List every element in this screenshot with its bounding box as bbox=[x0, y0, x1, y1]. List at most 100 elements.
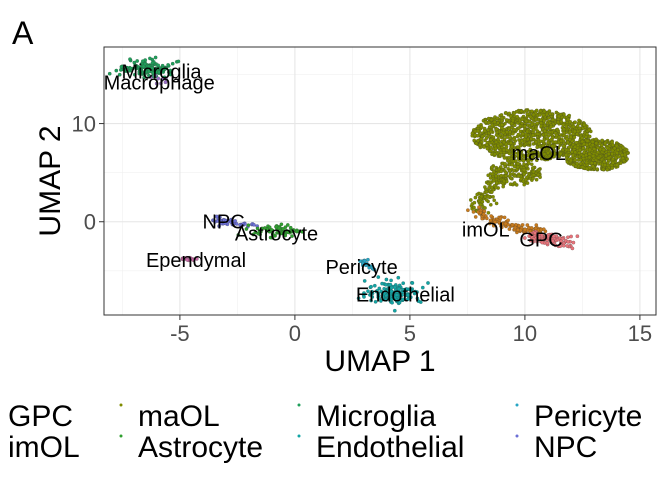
legend-label: Astrocyte bbox=[138, 431, 263, 464]
legend-key bbox=[297, 403, 301, 407]
cell-point bbox=[567, 113, 572, 118]
cell-point bbox=[595, 167, 600, 171]
cell-point bbox=[519, 109, 524, 114]
cell-point bbox=[488, 138, 493, 142]
cell-point bbox=[568, 135, 573, 140]
cell-point bbox=[512, 174, 517, 178]
cell-point bbox=[521, 158, 526, 163]
cell-point bbox=[494, 185, 498, 190]
legend-label: maOL bbox=[138, 400, 220, 433]
cell-point bbox=[485, 146, 490, 151]
cell-point bbox=[564, 153, 569, 158]
cell-point bbox=[483, 120, 488, 124]
cell-point bbox=[610, 151, 614, 156]
legend-label: GPC bbox=[8, 400, 73, 433]
cell-point bbox=[491, 178, 496, 183]
cell-point bbox=[542, 109, 547, 114]
cell-point bbox=[571, 153, 575, 158]
cell-point bbox=[478, 143, 482, 147]
cell-point bbox=[498, 142, 503, 147]
cell-point bbox=[604, 153, 608, 158]
cell-point bbox=[556, 120, 561, 125]
cell-point bbox=[522, 168, 527, 173]
cell-point bbox=[624, 148, 629, 152]
cell-point bbox=[556, 114, 561, 119]
cell-point bbox=[616, 154, 621, 159]
cell-points bbox=[107, 55, 630, 313]
cell-point bbox=[541, 113, 546, 117]
cell-point bbox=[494, 180, 499, 185]
cell-point bbox=[573, 150, 578, 155]
cell-point bbox=[507, 130, 512, 135]
grid-lines bbox=[104, 47, 656, 315]
cell-point bbox=[611, 160, 615, 165]
cell-point bbox=[605, 167, 610, 172]
cell-point bbox=[539, 156, 544, 161]
x-tick-label: 0 bbox=[289, 321, 301, 346]
cell-point bbox=[501, 184, 506, 189]
cell-point bbox=[518, 154, 523, 158]
cell-point bbox=[486, 210, 491, 215]
cell-point bbox=[477, 205, 481, 210]
cell-point bbox=[488, 202, 493, 207]
cell-point bbox=[128, 57, 132, 62]
legend-label: Endothelial bbox=[316, 431, 464, 464]
cell-point bbox=[550, 152, 554, 157]
cell-point bbox=[549, 124, 554, 129]
cell-point bbox=[550, 118, 555, 122]
cell-point bbox=[489, 185, 494, 190]
cell-point bbox=[545, 157, 550, 162]
cell-point bbox=[581, 146, 586, 150]
cell-point bbox=[502, 215, 507, 220]
cell-point bbox=[525, 129, 530, 134]
cell-point bbox=[534, 117, 538, 122]
cell-point bbox=[587, 127, 592, 132]
cell-point bbox=[534, 140, 539, 144]
cell-point bbox=[502, 137, 507, 141]
cell-point bbox=[499, 113, 504, 117]
cell-point bbox=[620, 153, 625, 157]
cell-point bbox=[562, 112, 566, 117]
cell-point bbox=[148, 56, 152, 61]
cell-point bbox=[489, 214, 494, 218]
cell-point bbox=[573, 120, 577, 125]
cell-point bbox=[508, 141, 513, 145]
cell-point bbox=[555, 127, 560, 132]
cell-point bbox=[566, 117, 571, 122]
cell-point bbox=[504, 110, 508, 115]
cell-point bbox=[571, 124, 576, 129]
cell-point bbox=[505, 135, 510, 139]
cell-point bbox=[523, 134, 528, 139]
cell-point bbox=[542, 118, 546, 123]
cell-point bbox=[582, 123, 587, 127]
cell-point bbox=[503, 174, 508, 178]
cell-point bbox=[584, 153, 588, 158]
cell-point bbox=[561, 144, 566, 149]
cell-point bbox=[535, 150, 540, 155]
cluster-label: Astrocyte bbox=[235, 224, 318, 246]
cell-point bbox=[472, 138, 477, 143]
cluster-label: maOL bbox=[511, 143, 565, 165]
cell-point bbox=[602, 159, 607, 164]
cell-point bbox=[520, 132, 525, 136]
cell-point bbox=[516, 132, 521, 137]
cell-point bbox=[475, 129, 480, 133]
cell-point bbox=[466, 208, 470, 213]
cell-point bbox=[525, 112, 530, 116]
cell-point bbox=[587, 134, 592, 139]
cell-point bbox=[553, 140, 558, 144]
cell-point bbox=[499, 126, 504, 130]
legend-key bbox=[119, 403, 123, 407]
cell-point bbox=[544, 112, 549, 117]
cell-point bbox=[571, 240, 576, 245]
cell-point bbox=[482, 129, 487, 133]
cell-point bbox=[490, 123, 495, 128]
cell-point bbox=[511, 168, 516, 173]
cell-point bbox=[474, 141, 479, 146]
cell-point bbox=[494, 174, 498, 179]
cell-point bbox=[620, 156, 625, 161]
cell-point bbox=[600, 138, 605, 143]
cell-point bbox=[591, 164, 595, 169]
cell-point bbox=[582, 142, 586, 146]
cell-point bbox=[523, 177, 528, 182]
